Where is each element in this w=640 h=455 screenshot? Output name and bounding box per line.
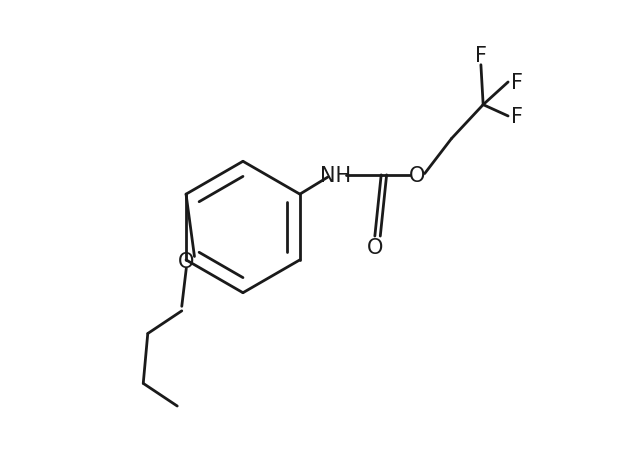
Text: F: F [511, 73, 523, 93]
Text: NH: NH [320, 166, 351, 186]
Text: F: F [475, 46, 487, 66]
Text: O: O [367, 238, 383, 258]
Text: F: F [511, 107, 523, 126]
Text: O: O [409, 166, 426, 186]
Text: O: O [178, 252, 195, 271]
